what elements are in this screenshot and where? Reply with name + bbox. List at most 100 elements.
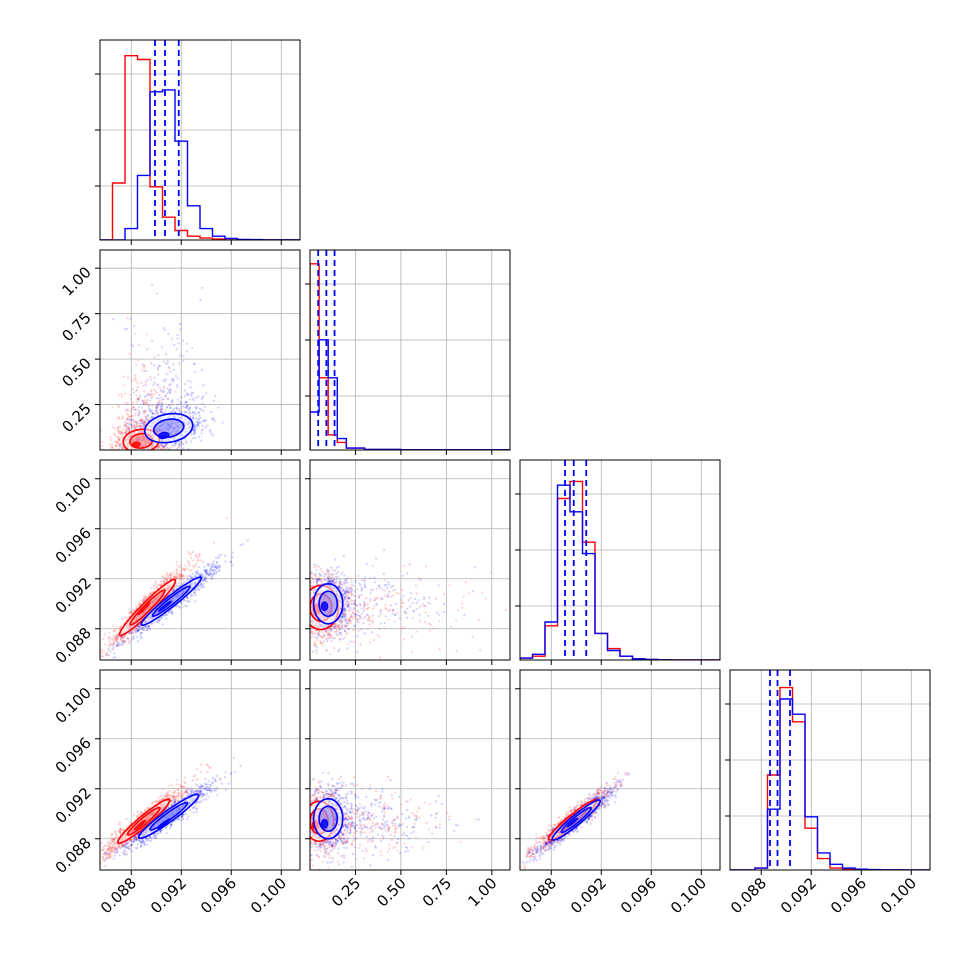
sample-point-red [363, 603, 366, 607]
sample-point-blue [423, 604, 426, 608]
sample-point-red [307, 598, 309, 600]
sample-point-blue [136, 629, 139, 632]
sample-point-blue [155, 412, 158, 415]
sample-point-red [175, 576, 178, 580]
sample-point-blue [315, 636, 318, 639]
sample-point-blue [221, 421, 224, 424]
sample-point-blue [157, 411, 160, 414]
sample-point-blue [214, 394, 217, 397]
sample-point-red [169, 573, 172, 576]
sample-point-red [127, 637, 130, 640]
sample-point-red [127, 426, 130, 430]
sample-point-red [350, 592, 353, 596]
sample-point-red [168, 572, 172, 575]
sample-point-red [321, 631, 324, 634]
sample-point-blue [217, 566, 221, 569]
sample-point-red [137, 409, 140, 412]
sample-point-blue [163, 380, 167, 383]
sample-point-blue [343, 592, 347, 595]
sample-point-blue [121, 635, 124, 638]
sample-point-red [138, 625, 141, 628]
sample-point-red [117, 644, 120, 647]
sample-point-blue [166, 397, 169, 400]
sample-point-blue [213, 569, 216, 572]
sample-point-blue [202, 384, 205, 387]
sample-point-red [126, 426, 129, 429]
sample-point-red [455, 619, 458, 622]
panel-frame [99, 249, 301, 451]
sample-point-blue [178, 328, 182, 331]
sample-point-blue [153, 456, 155, 458]
sample-point-red [346, 642, 349, 646]
sample-point-blue [353, 624, 356, 627]
sample-point-red [192, 559, 195, 562]
sample-point-red [314, 576, 317, 579]
sample-point-red [125, 417, 129, 420]
sample-point-blue [161, 443, 164, 446]
sample-point-blue [343, 574, 346, 577]
sample-point-red [147, 417, 150, 420]
sample-point-blue [307, 594, 309, 596]
sample-point-blue [180, 443, 183, 446]
sample-point-blue [211, 575, 214, 578]
sample-point-blue [183, 389, 186, 392]
sample-point-red [391, 609, 394, 612]
sample-point-red [81, 659, 83, 661]
sample-point-red [124, 392, 127, 395]
sample-point-blue [171, 377, 174, 380]
sample-point-red [169, 574, 172, 577]
sample-point-blue [345, 587, 348, 590]
sample-point-blue [146, 629, 149, 632]
sample-point-blue [205, 580, 208, 583]
sample-point-red [367, 616, 371, 619]
sample-point-red [344, 613, 347, 616]
sample-point-red [122, 640, 125, 643]
sample-point-red [198, 552, 202, 556]
sample-point-red [428, 629, 431, 632]
sample-point-blue [203, 569, 206, 572]
sample-point-red [434, 597, 437, 600]
sample-point-blue [303, 624, 305, 626]
sample-point-blue [145, 394, 148, 397]
sample-point-red [320, 636, 323, 639]
sample-point-red [180, 569, 183, 572]
sample-point-red [350, 613, 353, 616]
sample-point-red [327, 577, 330, 580]
sample-point-blue [153, 412, 156, 415]
sample-point-red [125, 428, 128, 431]
sample-point-red [131, 408, 134, 411]
sample-point-blue [168, 406, 172, 410]
sample-point-red [384, 603, 387, 606]
sample-point-blue [204, 419, 207, 422]
sample-point-blue [209, 572, 212, 576]
sample-point-blue [141, 626, 144, 630]
sample-point-blue [122, 640, 126, 643]
sample-point-blue [171, 611, 174, 614]
sample-point-red [174, 585, 177, 588]
sample-point-blue [121, 641, 124, 644]
sample-point-blue [407, 599, 410, 602]
sample-point-red [464, 580, 467, 584]
sample-point-red [341, 624, 344, 627]
sample-point-red [126, 429, 129, 433]
sample-point-red [188, 552, 191, 555]
sample-point-blue [327, 577, 330, 581]
sample-point-red [162, 576, 165, 579]
sample-point-blue [169, 370, 172, 373]
sample-point-blue [348, 597, 351, 601]
sample-point-red [113, 629, 116, 632]
sample-point-blue [150, 397, 153, 400]
sample-point-blue [179, 396, 183, 399]
sample-point-red [131, 414, 134, 417]
sample-point-red [115, 444, 118, 447]
sample-point-red [153, 463, 155, 465]
sample-point-blue [335, 580, 338, 583]
sample-point-blue [135, 626, 138, 630]
sample-point-blue [160, 407, 163, 410]
sample-point-blue [217, 406, 220, 409]
sample-point-blue [135, 630, 138, 633]
sample-point-red [154, 580, 157, 583]
sample-point-red [349, 588, 352, 591]
sample-point-red [138, 462, 140, 464]
sample-point-red [173, 575, 176, 579]
